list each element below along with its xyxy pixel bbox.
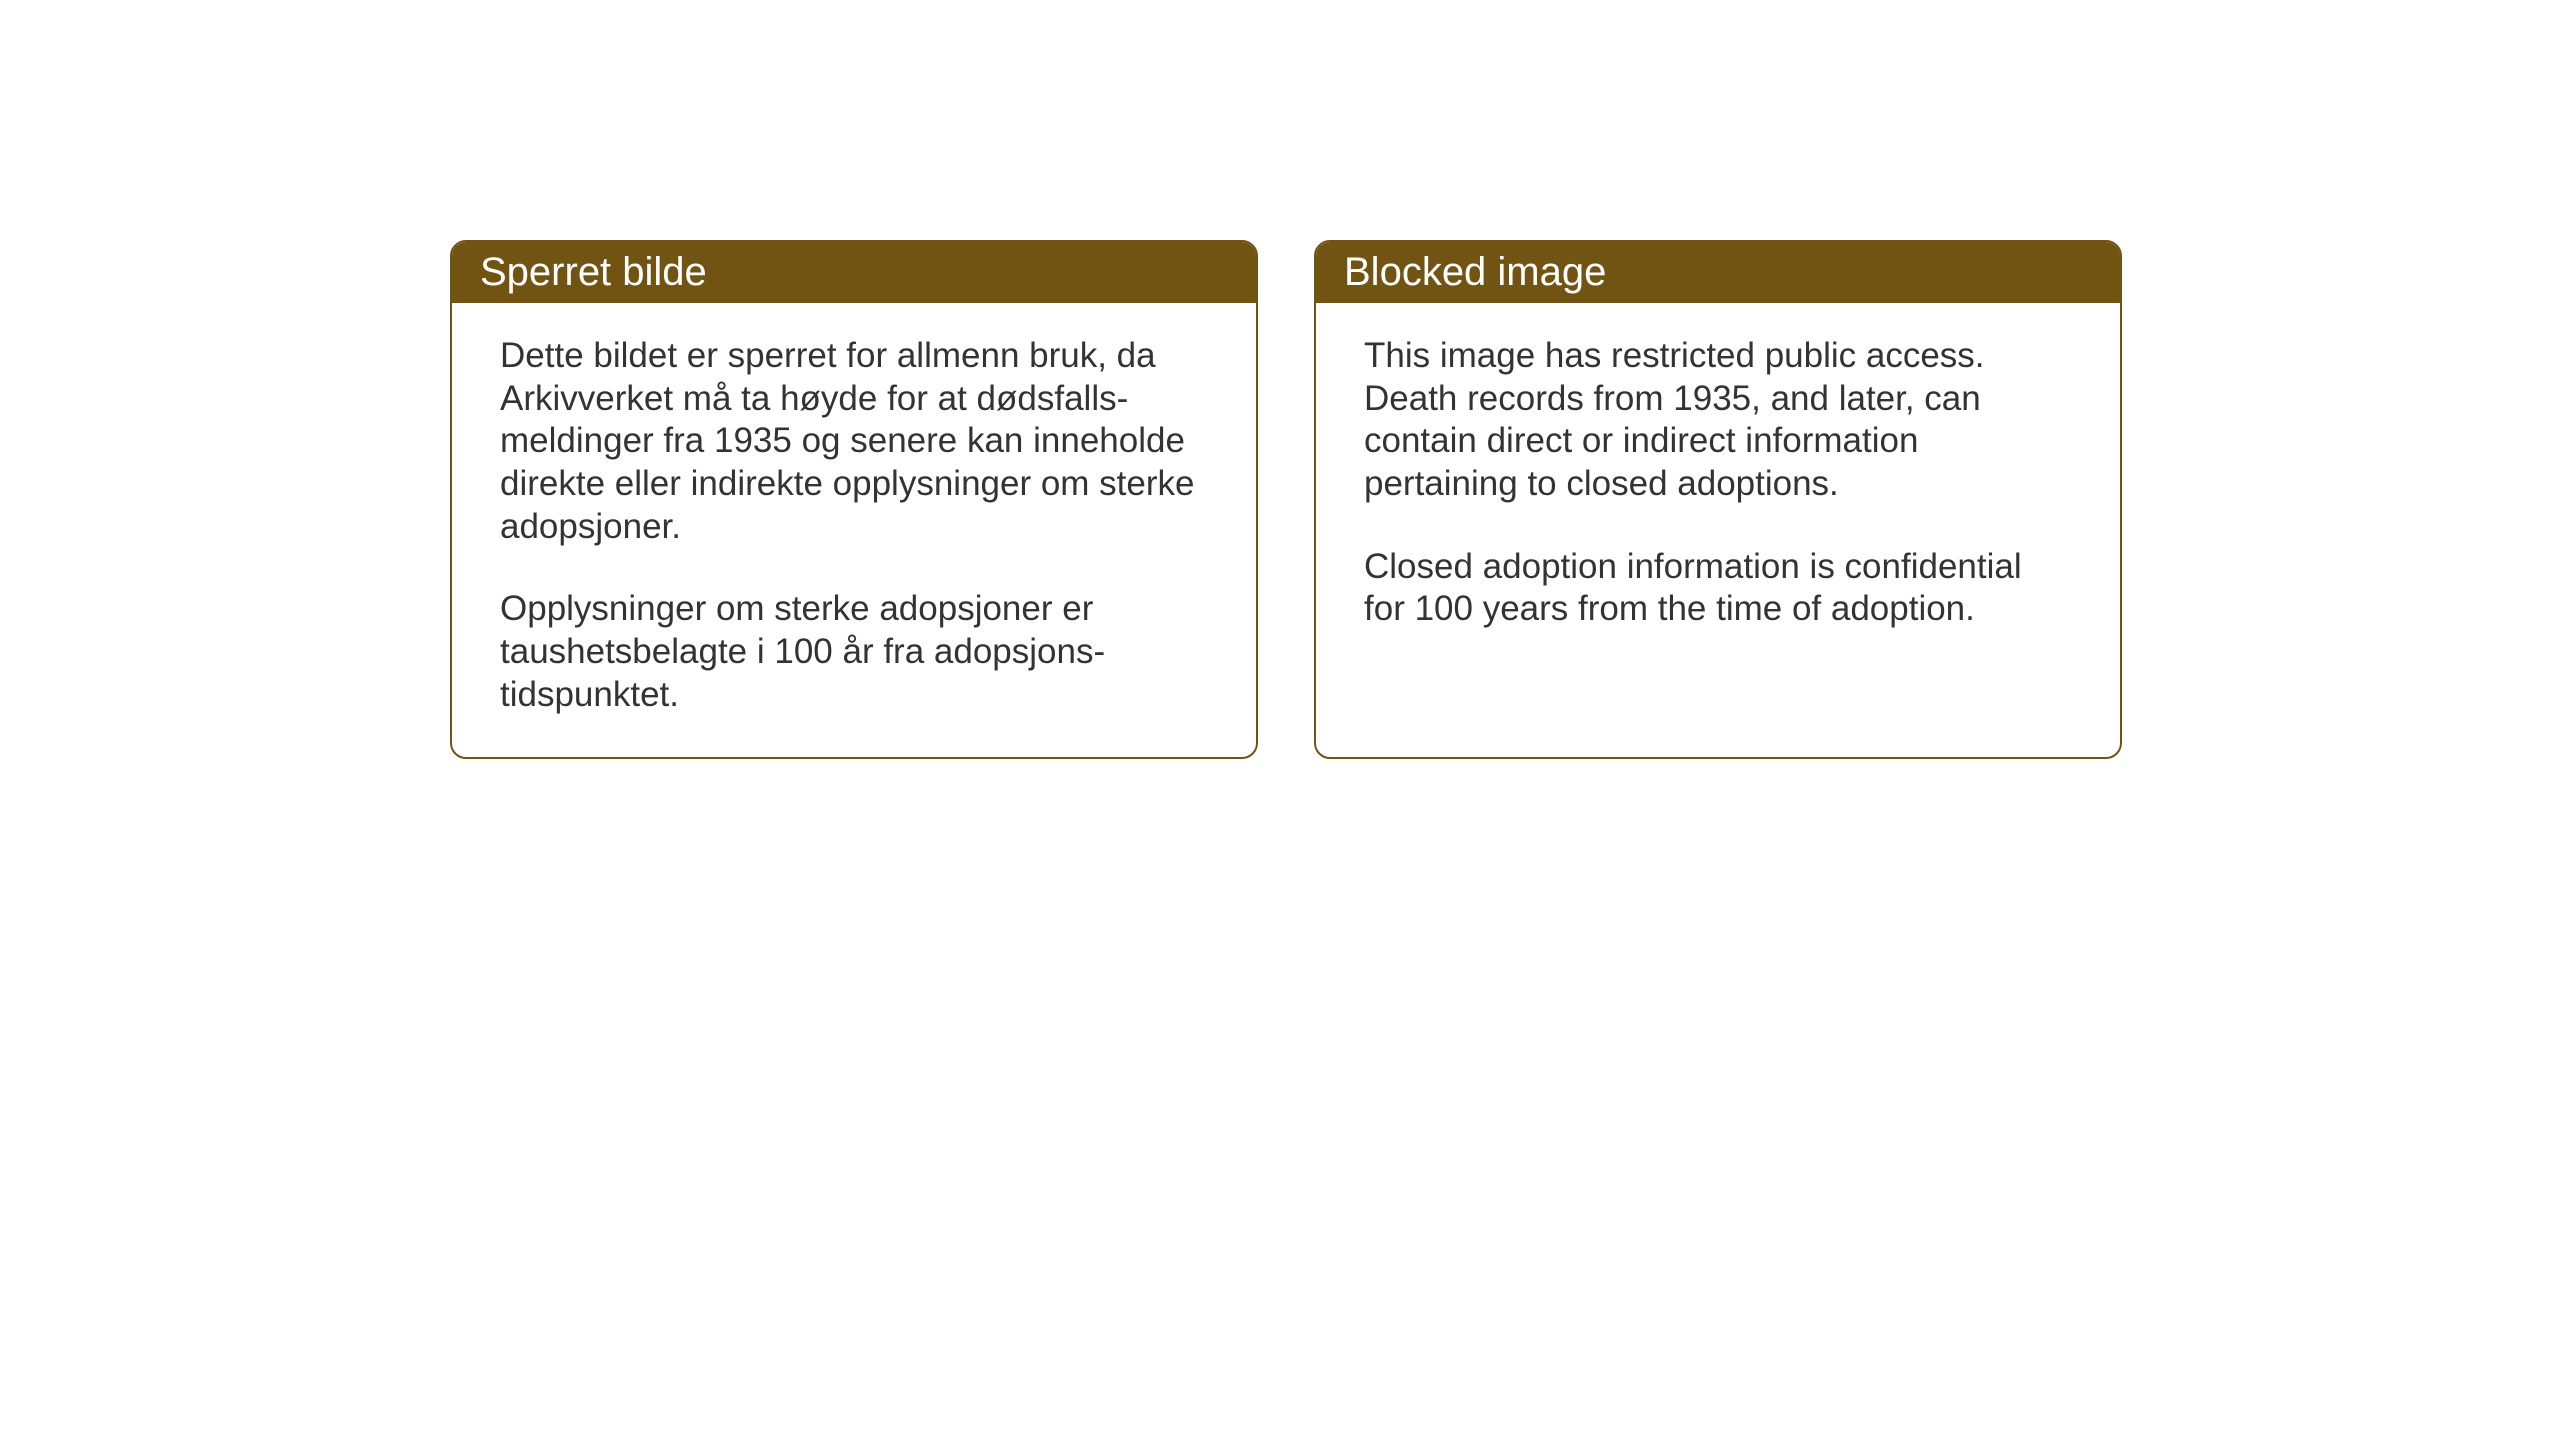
notice-card-norwegian: Sperret bilde Dette bildet er sperret fo… (450, 240, 1258, 759)
card-body-english: This image has restricted public access.… (1316, 303, 2120, 751)
card-header-norwegian: Sperret bilde (452, 242, 1256, 303)
paragraph-norwegian-1: Dette bildet er sperret for allmenn bruk… (500, 335, 1208, 548)
card-title-norwegian: Sperret bilde (480, 250, 707, 294)
card-header-english: Blocked image (1316, 242, 2120, 303)
paragraph-english-1: This image has restricted public access.… (1364, 335, 2072, 506)
card-body-norwegian: Dette bildet er sperret for allmenn bruk… (452, 303, 1256, 757)
paragraph-norwegian-2: Opplysninger om sterke adopsjoner er tau… (500, 588, 1208, 716)
notice-card-english: Blocked image This image has restricted … (1314, 240, 2122, 759)
paragraph-english-2: Closed adoption information is confident… (1364, 546, 2072, 631)
card-title-english: Blocked image (1344, 250, 1606, 294)
notice-container: Sperret bilde Dette bildet er sperret fo… (450, 240, 2122, 759)
